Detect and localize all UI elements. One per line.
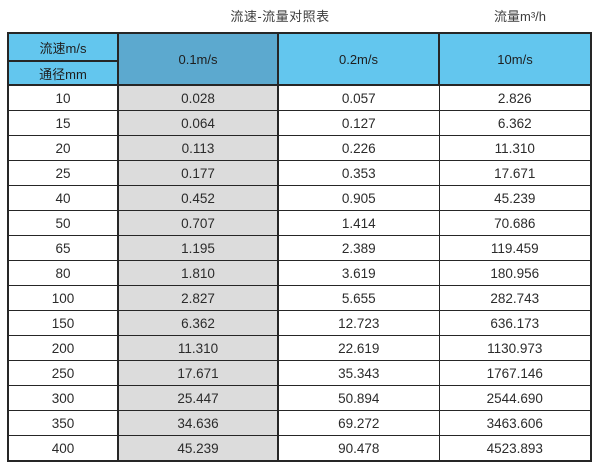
flow-value-cell: 12.723: [277, 310, 440, 336]
table-row: 15 0.064 0.127 6.362: [7, 110, 592, 136]
flow-value-cell: 1.810: [117, 260, 279, 286]
diameter-cell: 250: [7, 360, 119, 386]
table-row: 350 34.636 69.272 3463.606: [7, 410, 592, 436]
flow-value-cell: 0.226: [277, 135, 440, 161]
corner-velocity-label: 流速m/s: [7, 32, 119, 62]
flow-value-cell: 3463.606: [438, 410, 592, 436]
flow-value-cell: 0.707: [117, 210, 279, 236]
flow-value-cell: 45.239: [117, 435, 279, 462]
diameter-cell: 50: [7, 210, 119, 236]
diameter-cell: 40: [7, 185, 119, 211]
flow-value-cell: 0.905: [277, 185, 440, 211]
flow-value-cell: 34.636: [117, 410, 279, 436]
corner-diameter-label: 通径mm: [7, 60, 119, 86]
flow-value-cell: 90.478: [277, 435, 440, 462]
diameter-cell: 10: [7, 84, 119, 111]
table-row: 150 6.362 12.723 636.173: [7, 310, 592, 336]
diameter-cell: 65: [7, 235, 119, 261]
diameter-cell: 200: [7, 335, 119, 361]
velocity-header-0-1: 0.1m/s: [117, 32, 279, 86]
flow-value-cell: 3.619: [277, 260, 440, 286]
flow-value-cell: 6.362: [117, 310, 279, 336]
diameter-cell: 400: [7, 435, 119, 462]
table-row: 40 0.452 0.905 45.239: [7, 185, 592, 211]
flow-value-cell: 0.113: [117, 135, 279, 161]
page-title: 流速-流量对照表: [230, 9, 330, 24]
flow-value-cell: 11.310: [117, 335, 279, 361]
table-row: 80 1.810 3.619 180.956: [7, 260, 592, 286]
table-row: 10 0.028 0.057 2.826: [7, 84, 592, 111]
flow-value-cell: 45.239: [438, 185, 592, 211]
diameter-cell: 100: [7, 285, 119, 311]
table-row: 400 45.239 90.478 4523.893: [7, 435, 592, 462]
flow-value-cell: 0.064: [117, 110, 279, 136]
table-row: 20 0.113 0.226 11.310: [7, 135, 592, 161]
flow-value-cell: 35.343: [277, 360, 440, 386]
table-header: 流速m/s 0.1m/s 0.2m/s 10m/s 通径mm: [7, 32, 592, 86]
diameter-cell: 80: [7, 260, 119, 286]
diameter-cell: 150: [7, 310, 119, 336]
table-row: 300 25.447 50.894 2544.690: [7, 385, 592, 411]
table-row: 25 0.177 0.353 17.671: [7, 160, 592, 186]
flow-value-cell: 0.452: [117, 185, 279, 211]
flow-value-cell: 2.389: [277, 235, 440, 261]
flow-value-cell: 25.447: [117, 385, 279, 411]
table-row: 50 0.707 1.414 70.686: [7, 210, 592, 236]
flow-value-cell: 4523.893: [438, 435, 592, 462]
flow-value-cell: 17.671: [117, 360, 279, 386]
diameter-cell: 15: [7, 110, 119, 136]
flow-value-cell: 2544.690: [438, 385, 592, 411]
flow-value-cell: 0.057: [277, 84, 440, 111]
flow-value-cell: 50.894: [277, 385, 440, 411]
flow-value-cell: 5.655: [277, 285, 440, 311]
flow-value-cell: 0.127: [277, 110, 440, 136]
flow-value-cell: 180.956: [438, 260, 592, 286]
diameter-cell: 300: [7, 385, 119, 411]
flow-value-cell: 2.826: [438, 84, 592, 111]
table-row: 200 11.310 22.619 1130.973: [7, 335, 592, 361]
flow-value-cell: 17.671: [438, 160, 592, 186]
flow-value-cell: 0.177: [117, 160, 279, 186]
flow-rate-table: 流速m/s 0.1m/s 0.2m/s 10m/s 通径mm 10 0.028 0.…: [7, 32, 592, 462]
velocity-header-10: 10m/s: [438, 32, 592, 86]
flow-value-cell: 11.310: [438, 135, 592, 161]
flow-value-cell: 69.272: [277, 410, 440, 436]
flow-value-cell: 2.827: [117, 285, 279, 311]
table-row: 65 1.195 2.389 119.459: [7, 235, 592, 261]
flow-value-cell: 22.619: [277, 335, 440, 361]
diameter-cell: 20: [7, 135, 119, 161]
table-row: 250 17.671 35.343 1767.146: [7, 360, 592, 386]
flow-unit-label: 流量m³/h: [493, 9, 546, 24]
flow-value-cell: 119.459: [438, 235, 592, 261]
diameter-cell: 25: [7, 160, 119, 186]
flow-value-cell: 0.353: [277, 160, 440, 186]
velocity-header-0-2: 0.2m/s: [277, 32, 440, 86]
flow-value-cell: 1130.973: [438, 335, 592, 361]
flow-value-cell: 1767.146: [438, 360, 592, 386]
table-body: 10 0.028 0.057 2.826 15 0.064 0.127 6.362 20 0.11…: [7, 84, 592, 462]
table-row: 100 2.827 5.655 282.743: [7, 285, 592, 311]
flow-value-cell: 636.173: [438, 310, 592, 336]
flow-value-cell: 282.743: [438, 285, 592, 311]
flow-value-cell: 70.686: [438, 210, 592, 236]
flow-value-cell: 1.414: [277, 210, 440, 236]
diameter-cell: 350: [7, 410, 119, 436]
flow-value-cell: 1.195: [117, 235, 279, 261]
flow-value-cell: 6.362: [438, 110, 592, 136]
flow-value-cell: 0.028: [117, 84, 279, 111]
